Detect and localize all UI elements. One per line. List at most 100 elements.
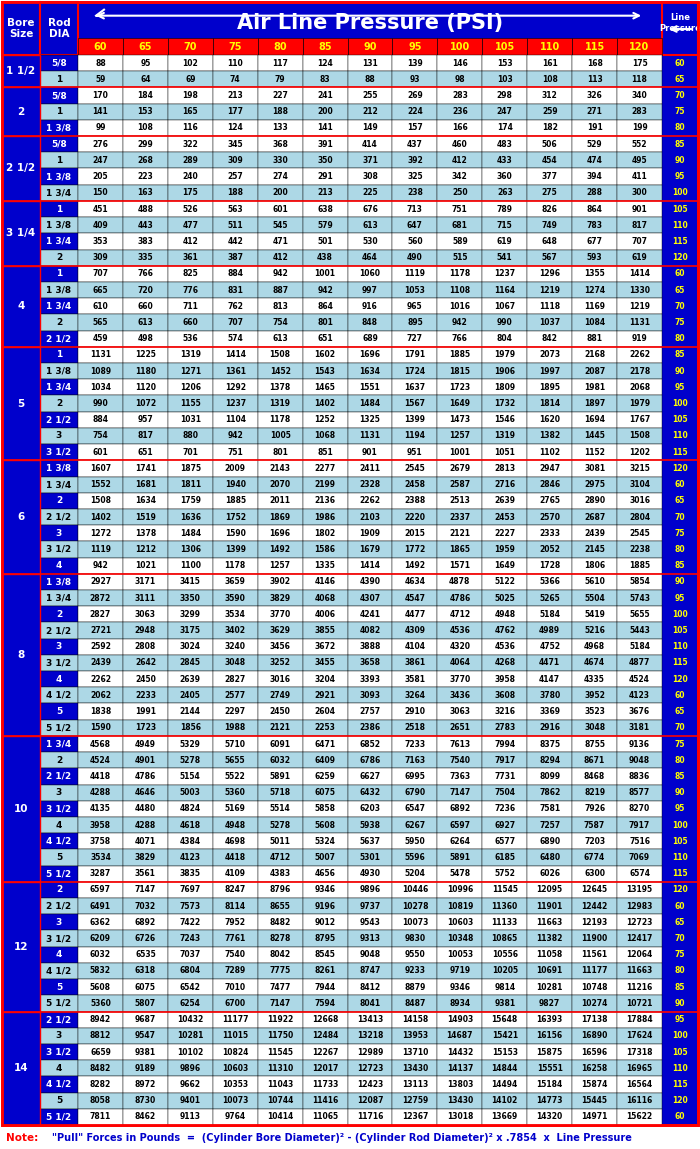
Bar — [393, 87, 438, 103]
Bar — [347, 509, 393, 525]
Text: 1120: 1120 — [135, 383, 156, 392]
Bar — [168, 573, 213, 589]
Text: 1724: 1724 — [405, 367, 426, 376]
Bar — [213, 541, 258, 557]
Bar — [572, 881, 617, 899]
Text: 283: 283 — [452, 91, 468, 100]
Text: 12367: 12367 — [402, 1112, 428, 1121]
Text: 2015: 2015 — [405, 529, 426, 538]
Text: 99: 99 — [95, 123, 106, 132]
Text: 1723: 1723 — [135, 724, 156, 732]
Text: 10: 10 — [14, 804, 28, 813]
Text: 9896: 9896 — [180, 1064, 201, 1073]
Text: 1206: 1206 — [180, 383, 201, 392]
Text: 942: 942 — [228, 432, 243, 440]
Text: 227: 227 — [272, 91, 288, 100]
Bar — [40, 703, 78, 719]
Bar — [213, 169, 258, 185]
Bar — [482, 363, 527, 379]
Text: 10353: 10353 — [222, 1080, 248, 1089]
Bar — [302, 217, 347, 233]
Bar — [213, 217, 258, 233]
Bar — [78, 963, 123, 979]
Text: 198: 198 — [183, 91, 198, 100]
Bar — [527, 865, 572, 881]
Text: 4656: 4656 — [314, 869, 335, 878]
Text: 1802: 1802 — [314, 529, 335, 538]
Text: 182: 182 — [542, 123, 558, 132]
Bar — [572, 719, 617, 735]
Text: 70: 70 — [675, 724, 685, 732]
Bar — [168, 1044, 213, 1061]
Bar — [347, 931, 393, 947]
Bar — [302, 963, 347, 979]
Text: 1752: 1752 — [225, 512, 246, 522]
Bar — [393, 363, 438, 379]
Bar — [168, 201, 213, 217]
Text: 95: 95 — [675, 383, 685, 392]
Bar — [438, 299, 482, 315]
Text: 2592: 2592 — [90, 642, 111, 651]
Bar — [617, 233, 662, 249]
Text: 5: 5 — [18, 399, 24, 409]
Bar — [302, 687, 347, 703]
Text: 80: 80 — [675, 966, 685, 976]
Bar — [482, 347, 527, 363]
Text: 2749: 2749 — [270, 691, 290, 700]
Bar — [258, 655, 302, 671]
Text: 8836: 8836 — [629, 772, 650, 781]
Text: 69: 69 — [185, 75, 195, 84]
Text: 2262: 2262 — [629, 350, 650, 360]
Text: 8487: 8487 — [404, 998, 426, 1008]
Text: 1519: 1519 — [135, 512, 156, 522]
Text: 1 3/8: 1 3/8 — [46, 172, 71, 182]
Bar — [617, 331, 662, 347]
Text: 188: 188 — [272, 107, 288, 116]
Text: 1060: 1060 — [360, 269, 381, 278]
Bar — [393, 55, 438, 71]
Text: 1108: 1108 — [449, 286, 470, 294]
Bar — [168, 411, 213, 427]
Text: 9401: 9401 — [180, 1096, 201, 1105]
Text: 3287: 3287 — [90, 869, 111, 878]
Bar — [78, 509, 123, 525]
Text: 60: 60 — [675, 902, 685, 911]
Bar — [482, 525, 527, 541]
Bar — [213, 785, 258, 801]
Text: 4 1/2: 4 1/2 — [46, 966, 71, 976]
Bar — [168, 817, 213, 833]
Bar — [617, 169, 662, 185]
Bar — [78, 573, 123, 589]
Bar — [347, 379, 393, 395]
Bar — [527, 493, 572, 509]
Text: 4949: 4949 — [135, 740, 156, 748]
Bar — [258, 331, 302, 347]
Bar — [213, 1011, 258, 1027]
Text: 6075: 6075 — [314, 788, 335, 797]
Text: 16156: 16156 — [537, 1032, 563, 1040]
Text: 2 1/2: 2 1/2 — [46, 512, 71, 522]
Text: 6203: 6203 — [360, 804, 381, 813]
Text: 701: 701 — [183, 448, 198, 456]
Text: 7069: 7069 — [629, 853, 650, 862]
Bar — [438, 461, 482, 477]
Text: 300: 300 — [631, 188, 648, 198]
Text: 16965: 16965 — [626, 1064, 652, 1073]
Bar — [168, 395, 213, 411]
Bar — [40, 719, 78, 735]
Text: 1306: 1306 — [180, 545, 201, 554]
Text: 1508: 1508 — [629, 432, 650, 440]
Text: 10205: 10205 — [491, 966, 518, 976]
Bar — [438, 785, 482, 801]
Bar — [617, 607, 662, 623]
Text: 1257: 1257 — [270, 561, 290, 570]
Text: 9012: 9012 — [314, 918, 335, 927]
Bar — [347, 169, 393, 185]
Bar — [617, 915, 662, 931]
Bar — [438, 947, 482, 963]
Text: 2068: 2068 — [629, 383, 650, 392]
Bar — [40, 639, 78, 655]
Bar — [393, 817, 438, 833]
Text: 4418: 4418 — [90, 772, 111, 781]
Text: 271: 271 — [587, 107, 603, 116]
